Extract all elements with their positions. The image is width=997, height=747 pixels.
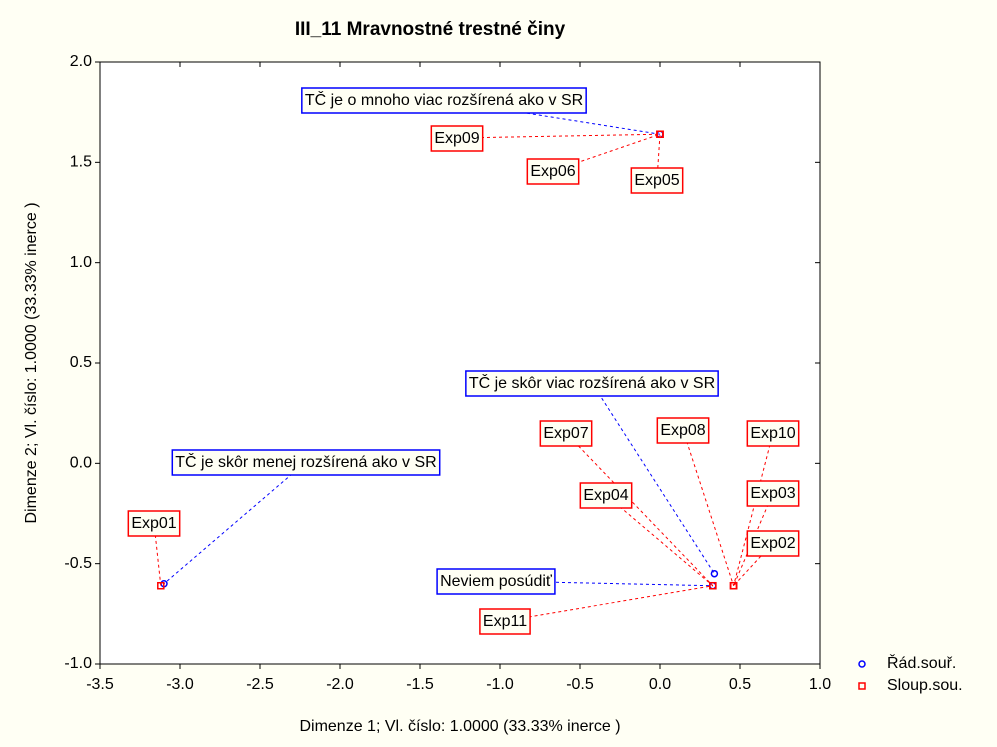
leader-line [733, 542, 774, 587]
point [710, 569, 719, 578]
x-tick-label: -2.0 [326, 676, 354, 693]
label-box [436, 568, 556, 595]
point-label: Exp04 [583, 487, 628, 504]
point [709, 581, 717, 590]
y-tick-label: 0.5 [70, 354, 92, 371]
point-label: TČ je skôr viac rozšírená ako v SR [469, 373, 715, 392]
x-tick-label: 1.0 [809, 676, 831, 693]
point-label: Exp09 [434, 130, 479, 147]
point-label: TČ je o mnoho viac rozšírená ako v SR [305, 90, 583, 109]
leader-line [504, 585, 713, 622]
point [656, 130, 664, 138]
point [729, 581, 738, 590]
label-box [746, 530, 800, 557]
y-axis-label: Dimenze 2; Vl. číslo: 1.0000 (33.33% ine… [23, 202, 40, 523]
label-box [746, 480, 800, 507]
leader-line [163, 461, 307, 585]
x-tick-label: -1.5 [406, 676, 434, 693]
point-label: Exp01 [131, 515, 176, 532]
x-tick-label: -2.5 [246, 676, 274, 693]
x-tick-label: -1.0 [486, 676, 514, 693]
label-box [465, 370, 719, 397]
point-label: Exp10 [750, 425, 795, 442]
y-tick-label: -1.0 [64, 655, 92, 672]
legend-label: Sloup.sou. [887, 677, 963, 694]
legend-label: Řád.souř. [887, 653, 956, 672]
leader-line [456, 133, 661, 139]
leader-line [733, 432, 774, 586]
leader-line [605, 494, 714, 587]
x-tick-label: -3.0 [166, 676, 194, 693]
leader-line [591, 382, 715, 574]
label-box [430, 125, 484, 152]
label-box [526, 158, 580, 185]
label-box [127, 510, 181, 537]
point-label: Exp03 [750, 485, 795, 502]
label-box [630, 167, 684, 194]
x-tick-label: 0.0 [649, 676, 671, 693]
y-tick-label: 1.5 [70, 154, 92, 171]
point-label: Exp07 [543, 425, 588, 442]
label-box [171, 449, 441, 476]
x-axis-label: Dimenze 1; Vl. číslo: 1.0000 (33.33% ine… [299, 718, 620, 735]
chart-title: III_11 Mravnostné trestné činy [295, 19, 566, 40]
x-tick-label: -3.5 [86, 676, 114, 693]
y-tick-label: -0.5 [64, 555, 92, 572]
plot-area [99, 61, 821, 665]
label-box [539, 420, 593, 447]
point-label: Exp11 [483, 613, 527, 630]
legend-marker [858, 660, 866, 668]
y-tick-label: 2.0 [70, 53, 92, 70]
label-box [301, 87, 587, 114]
label-box [656, 417, 710, 444]
x-tick-label: 0.5 [729, 676, 751, 693]
legend-marker [858, 682, 866, 690]
x-tick-label: -0.5 [566, 676, 594, 693]
leader-line [565, 432, 714, 587]
leader-line [153, 522, 162, 586]
point-label: Exp05 [634, 172, 679, 189]
point-label: Exp08 [660, 422, 705, 439]
label-box [579, 482, 633, 509]
point-label: Neviem posúdiť [440, 573, 553, 590]
y-tick-label: 1.0 [70, 254, 92, 271]
y-tick-label: 0.0 [70, 455, 92, 472]
label-box [746, 420, 800, 447]
point-label: Exp02 [750, 535, 795, 552]
point-label: TČ je skôr menej rozšírená ako v SR [175, 452, 436, 471]
label-box [479, 608, 531, 635]
point [157, 581, 165, 590]
point-label: Exp06 [530, 163, 575, 180]
